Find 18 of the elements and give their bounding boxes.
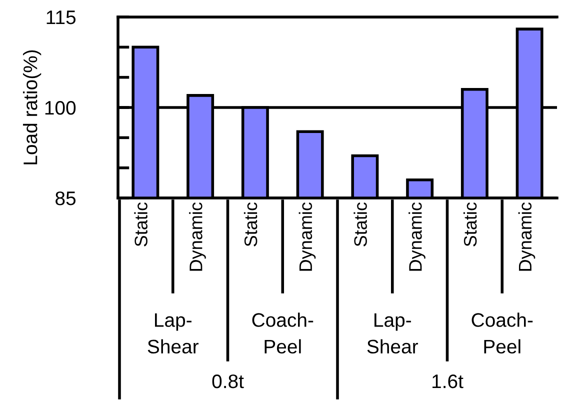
x-tick-label: Static	[354, 202, 367, 246]
y-tick-label: 85	[56, 191, 76, 206]
x-tick-label: Dynamic	[408, 202, 426, 271]
x-tick-label: Dynamic	[298, 202, 316, 271]
x-tick-label: Static	[134, 202, 148, 246]
x-tick-label: Static	[463, 202, 477, 246]
x-tick-label: Dynamic	[518, 202, 536, 271]
y-axis-title: Load ratio(%)	[22, 50, 42, 164]
y-tick-label: 115	[46, 10, 76, 24]
text: Coach- Peel	[252, 312, 314, 354]
x-tick-label: Dynamic	[189, 202, 206, 271]
text: 1.6t	[432, 374, 464, 388]
text: Lap- Shear	[148, 313, 198, 354]
text: 0.8t	[212, 374, 244, 388]
text: Coach- Peel	[472, 312, 533, 354]
x-tick-label: Static	[244, 202, 258, 246]
y-tick-label: 100	[45, 100, 76, 115]
text: Lap- Shear	[367, 313, 418, 354]
